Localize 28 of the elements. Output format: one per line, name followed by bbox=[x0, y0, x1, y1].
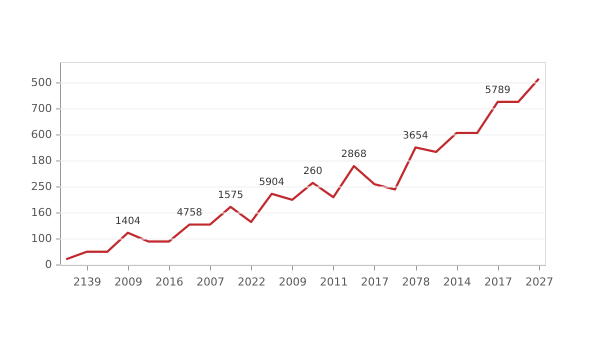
x-tick-label: 2009 bbox=[114, 276, 142, 288]
x-tick-label: 2027 bbox=[525, 276, 554, 288]
x-tick-label: 2017 bbox=[360, 276, 389, 288]
annotation: 5904 bbox=[258, 176, 284, 188]
x-tick-label: 2022 bbox=[238, 276, 266, 288]
annotation: 1575 bbox=[218, 190, 244, 201]
text: 500 bbox=[31, 76, 52, 89]
x-tick-label: 2011 bbox=[320, 276, 348, 288]
annotation: 2868 bbox=[341, 149, 367, 160]
x-tick-label: 2139 bbox=[73, 276, 102, 288]
text: 100 bbox=[31, 232, 52, 245]
annotation: 3654 bbox=[402, 130, 428, 142]
annotation: 1404 bbox=[115, 216, 141, 227]
text: 250 bbox=[31, 180, 52, 193]
x-tick-label: 2009 bbox=[278, 276, 307, 288]
text: 0 bbox=[45, 258, 52, 271]
text: 600 bbox=[31, 128, 52, 141]
annotation: 4758 bbox=[176, 208, 202, 219]
x-tick-label: 2007 bbox=[196, 276, 225, 288]
text: 160 bbox=[31, 206, 52, 219]
x-tick-label: 2016 bbox=[155, 276, 184, 288]
x-tick-label: 2078 bbox=[402, 276, 430, 288]
text: 700 bbox=[31, 102, 52, 115]
annotation: 260 bbox=[303, 166, 322, 177]
x-tick-label: 2017 bbox=[484, 276, 512, 288]
annotation: 5789 bbox=[485, 84, 510, 96]
x-tick-label: 2014 bbox=[443, 276, 472, 288]
text: 180 bbox=[31, 154, 52, 167]
